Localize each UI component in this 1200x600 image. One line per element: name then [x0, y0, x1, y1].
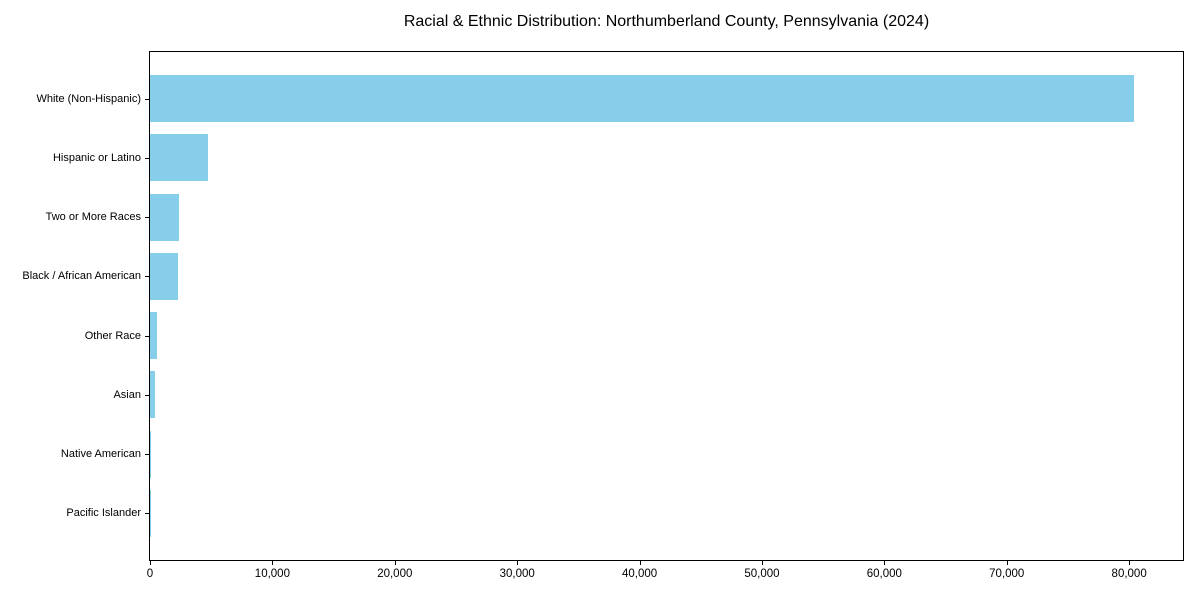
- x-axis-tick: [150, 560, 151, 565]
- x-axis-tick-label: 80,000: [1111, 568, 1147, 580]
- bar-row: Two or More Races: [46, 188, 1183, 247]
- y-axis-tick: [145, 98, 150, 100]
- bar: [150, 75, 1135, 123]
- x-axis-tick-label: 40,000: [621, 568, 658, 580]
- y-axis-tick: [145, 217, 150, 219]
- x-axis-tick: [884, 560, 886, 565]
- bar: [150, 193, 180, 241]
- plot-area: White (Non-Hispanic) Hispanic or Latino Tw…: [22, 51, 1184, 580]
- x-axis-tick: [1006, 560, 1008, 565]
- y-axis-tick: [145, 513, 150, 515]
- x-axis-tick: [1129, 560, 1131, 565]
- bar: [150, 430, 152, 478]
- y-axis-label: Two or More Races: [45, 211, 141, 224]
- bar: [150, 252, 179, 300]
- y-axis-tick: [145, 276, 150, 278]
- y-axis-label: Asian: [113, 388, 141, 401]
- bar-row: Black / African American: [22, 247, 1183, 306]
- y-axis-label: Native American: [60, 448, 141, 461]
- chart-title: Racial & Ethnic Distribution: Northumber…: [403, 13, 930, 30]
- x-axis-tick-label: 30,000: [499, 568, 535, 580]
- bar-row: Native American: [61, 425, 1183, 484]
- y-axis-label: Pacific Islander: [66, 507, 141, 520]
- x-axis-tick-label: 50,000: [744, 568, 780, 580]
- bar-rows: White (Non-Hispanic) Hispanic or Latino Tw…: [22, 52, 1183, 560]
- bar: [150, 134, 208, 182]
- x-axis-tick: [394, 560, 396, 565]
- x-axis-tick: [639, 560, 641, 565]
- bar: [150, 371, 156, 419]
- y-axis-tick: [145, 157, 150, 159]
- bar-row: White (Non-Hispanic): [36, 69, 1183, 128]
- x-axis-tick-label: 20,000: [377, 568, 413, 580]
- y-axis-label: Black / African American: [22, 270, 141, 283]
- x-axis-tick-label: 0: [146, 568, 154, 580]
- x-axis-tick-label: 70,000: [989, 568, 1025, 580]
- bar-row: Pacific Islander: [66, 484, 1183, 543]
- x-axis-tick: [761, 560, 763, 565]
- y-axis-tick: [145, 335, 150, 337]
- y-axis-label: Hispanic or Latino: [52, 151, 141, 164]
- x-axis-tick: [517, 560, 519, 565]
- y-axis-tick: [145, 454, 150, 456]
- bar-row: Other Race: [85, 306, 1183, 365]
- y-axis-tick: [145, 394, 150, 396]
- x-axis-tick: [272, 560, 274, 565]
- bar: [150, 312, 157, 360]
- bar-row: Asian: [113, 365, 1183, 424]
- y-axis-label: White (Non-Hispanic): [36, 92, 141, 105]
- y-axis-label: Other Race: [84, 329, 141, 342]
- x-axis-tick-label: 10,000: [254, 568, 290, 580]
- x-axis-tick-label: 60,000: [866, 568, 902, 580]
- bar-row: Hispanic or Latino: [53, 128, 1183, 187]
